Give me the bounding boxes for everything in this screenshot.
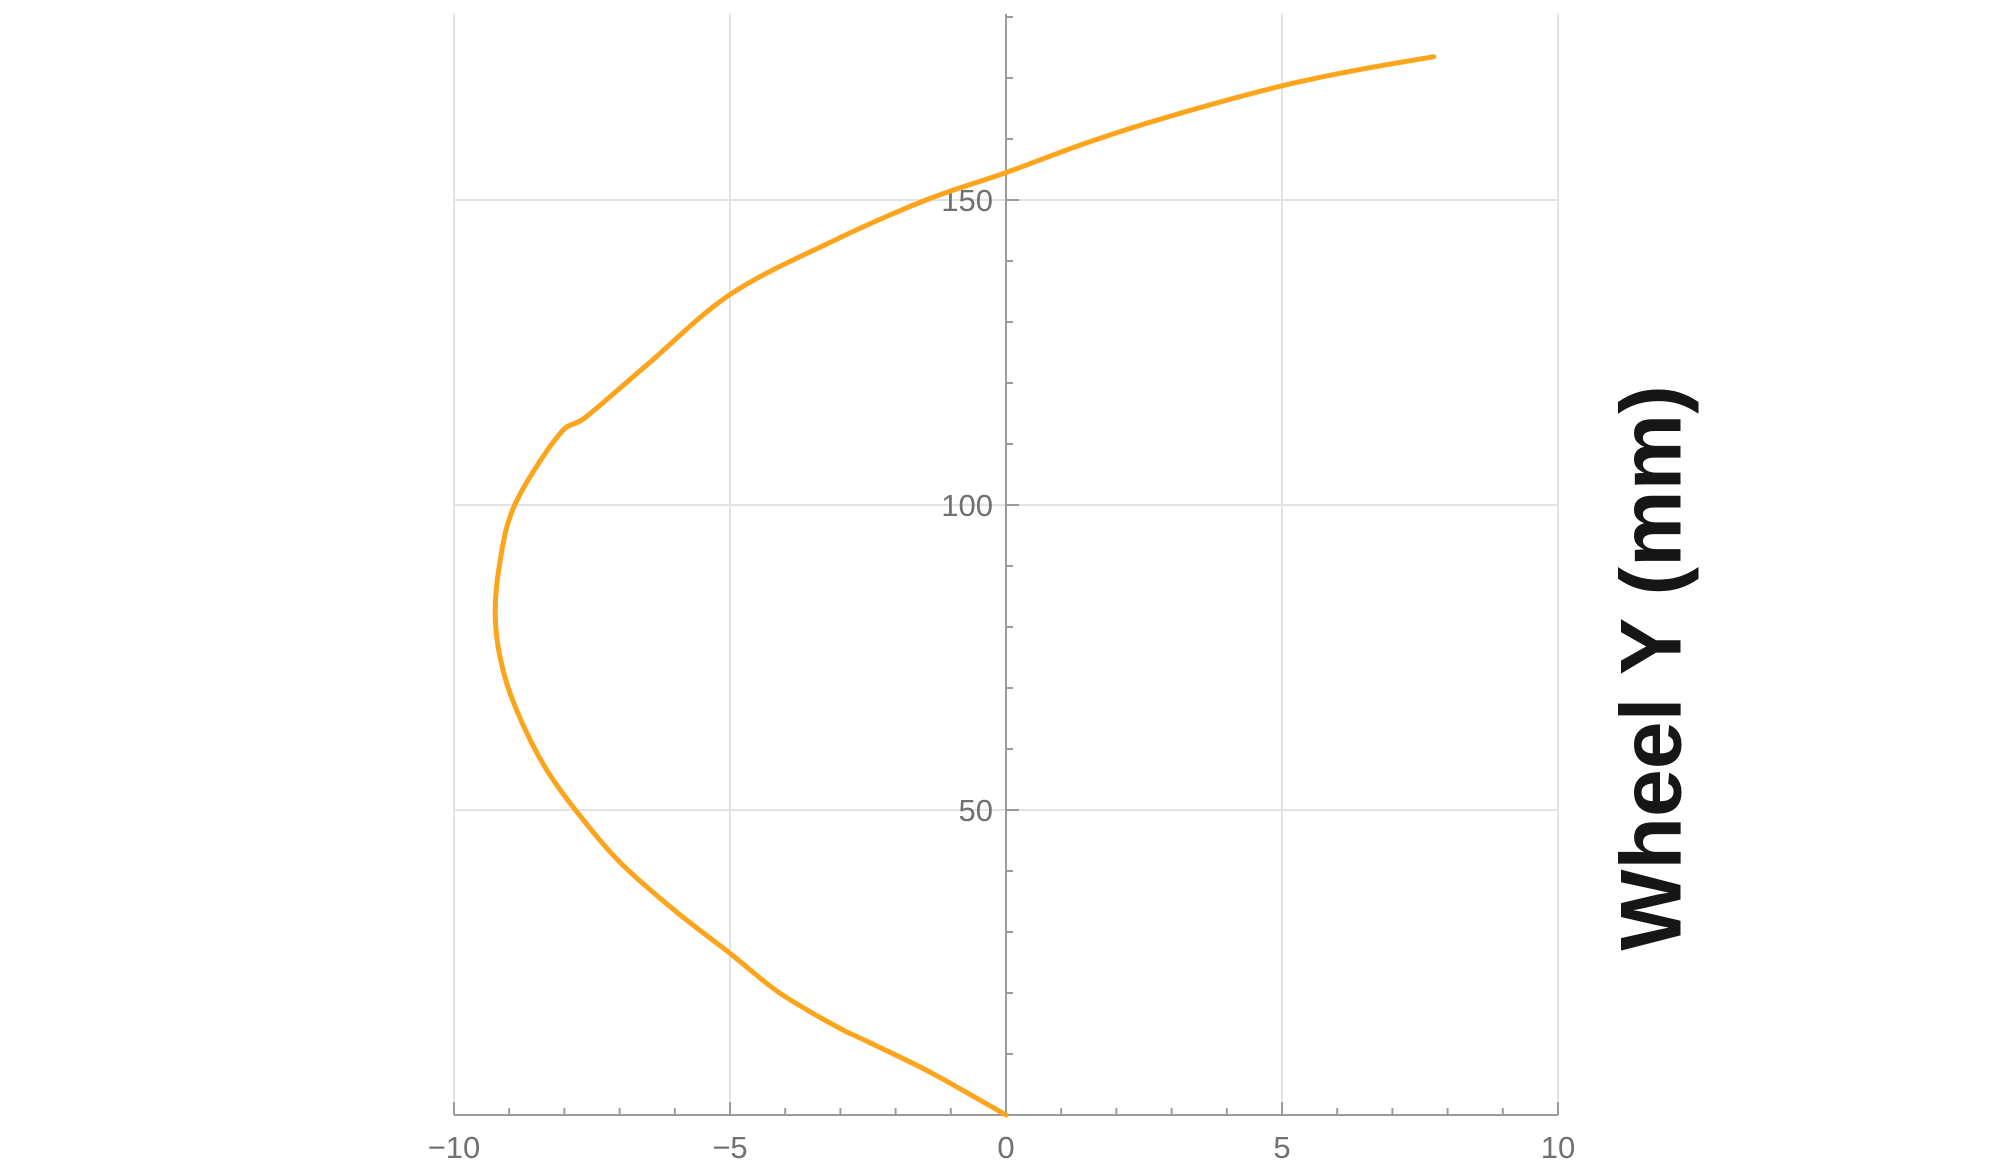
y-tick-label: 100 — [941, 488, 993, 523]
y-tick-label: 150 — [941, 183, 993, 218]
wheel-path-curve — [492, 54, 1437, 1118]
x-tick-label: 0 — [997, 1130, 1014, 1165]
y-tick-label: 50 — [959, 793, 993, 828]
x-tick-label: 5 — [1273, 1130, 1290, 1165]
x-tick-label: −10 — [428, 1130, 481, 1165]
x-tick-label: 10 — [1541, 1130, 1575, 1165]
x-tick-label: −5 — [712, 1130, 747, 1165]
y-axis-title: Wheel Y (mm) — [1603, 385, 1700, 951]
